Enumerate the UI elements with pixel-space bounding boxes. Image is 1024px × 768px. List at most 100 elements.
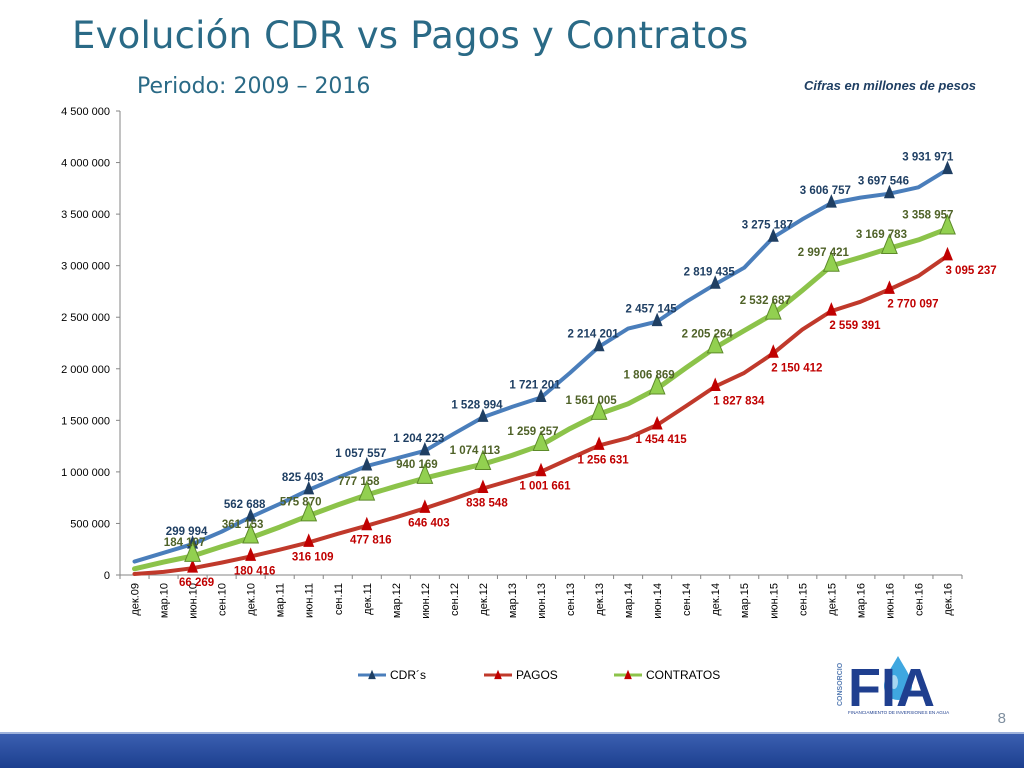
units-note: Cifras en millones de pesos [804,78,976,93]
marker-contratos [706,332,724,354]
x-tick-label: июн.15 [768,583,780,619]
data-label-cdr: 3 931 971 [902,152,954,164]
x-tick-label: дек.10 [246,583,258,616]
logo-vertical-text: CONSORCIO [837,662,844,706]
data-label-cdr: 3 697 546 [858,176,909,188]
x-tick-label: июн.11 [304,583,316,618]
x-tick-label: дек.09 [130,583,142,616]
x-tick-label: июн.14 [652,583,664,619]
marker-contratos [242,522,260,544]
data-label-pagos: 66 269 [179,577,214,589]
data-label-pagos: 838 548 [466,498,508,510]
y-tick-label: 1 000 000 [61,467,110,479]
page-number: 8 [997,710,1006,727]
marker-pagos [361,516,373,531]
marker-pagos [593,436,605,450]
data-label-contratos: 1 561 005 [565,395,617,407]
logo-letters: FIA [848,658,935,718]
marker-contratos [880,233,898,254]
data-label-contratos: 575 870 [280,497,322,509]
legend-label: CDR´s [390,668,426,682]
x-tick-label: сен.16 [913,583,925,616]
x-tick-label: мар.16 [855,583,867,618]
x-tick-label: сен.14 [681,583,693,616]
marker-pagos [651,416,663,430]
y-tick-label: 0 [104,570,110,582]
marker-contratos [822,251,840,272]
marker-cdr [419,441,431,456]
marker-pagos [245,547,257,561]
marker-contratos [474,449,492,471]
x-tick-label: июн.12 [420,583,432,619]
data-label-cdr: 299 994 [166,526,208,538]
data-label-pagos: 316 109 [292,551,334,563]
marker-pagos [303,533,315,547]
y-tick-label: 2 500 000 [61,312,110,324]
marker-pagos [535,462,547,477]
x-tick-label: мар.10 [159,583,171,618]
marker-cdr [593,337,605,352]
x-tick-label: сен.12 [449,583,461,616]
x-tick-label: дек.11 [362,583,374,615]
footer-band [0,732,1024,768]
marker-pagos [187,559,199,573]
y-tick-label: 3 000 000 [61,261,110,273]
data-label-cdr: 825 403 [282,472,324,484]
x-tick-label: мар.14 [623,583,635,618]
fia-logo: CONSORCIO FIA FINANCIAMIENTO DE INVERSIO… [828,648,978,720]
marker-pagos [709,377,721,392]
data-label-contratos: 3 169 783 [856,229,907,241]
marker-cdr [361,456,373,471]
data-label-pagos: 646 403 [408,517,450,529]
x-tick-label: мар.13 [507,583,519,618]
y-tick-label: 4 500 000 [61,106,110,118]
legend-label: CONTRATOS [646,668,720,682]
data-label-pagos: 2 770 097 [887,298,938,310]
line-chart: 0 500 000 1 000 000 1 500 000 2 000 000 2 500… [61,106,997,682]
marker-pagos [941,246,953,261]
marker-contratos [590,399,608,420]
data-label-contratos: 1 259 257 [507,426,558,438]
x-tick-label: июн.16 [884,583,896,619]
x-tick-label: дек.12 [478,583,490,616]
y-tick-label: 4 000 000 [61,158,110,170]
marker-pagos [419,499,431,513]
data-label-pagos: 1 454 415 [636,434,688,446]
x-tick-label: июн.10 [188,583,200,619]
data-label-cdr: 1 721 201 [509,380,561,392]
x-tick-label: сен.11 [333,583,345,615]
marker-cdr [709,275,721,289]
marker-cdr [767,228,779,242]
data-label-pagos: 1 256 631 [577,454,629,466]
marker-contratos [300,500,318,522]
y-tick-label: 500 000 [70,518,110,530]
data-label-contratos: 2 997 421 [798,247,850,259]
y-tick-label: 2 000 000 [61,364,110,376]
data-label-cdr: 2 819 435 [684,266,736,278]
x-tick-label: мар.11 [275,583,287,617]
data-label-cdr: 3 606 757 [800,185,851,197]
data-label-contratos: 2 205 264 [682,329,734,341]
data-label-pagos: 2 150 412 [771,362,822,374]
data-label-pagos: 1 001 661 [519,481,571,493]
marker-cdr [651,312,663,327]
marker-cdr [303,480,315,495]
marker-contratos [358,479,376,501]
marker-cdr [245,507,257,522]
marker-cdr [941,160,953,175]
marker-cdr [535,388,547,403]
data-label-cdr: 2 457 145 [626,304,678,316]
data-label-pagos: 1 827 834 [713,396,765,408]
y-tick-label: 3 500 000 [61,209,110,221]
x-tick-label: дек.13 [594,583,606,616]
x-tick-label: июн.13 [536,583,548,619]
marker-cdr [477,408,489,422]
data-label-contratos: 940 169 [396,459,438,471]
x-tick-label: сен.15 [797,583,809,616]
data-label-pagos: 2 559 391 [829,320,881,332]
data-label-cdr: 3 275 187 [742,219,793,231]
marker-pagos [883,280,895,294]
marker-pagos [767,344,779,358]
data-label-pagos: 3 095 237 [945,265,996,277]
y-tick-label: 1 500 000 [61,415,110,427]
